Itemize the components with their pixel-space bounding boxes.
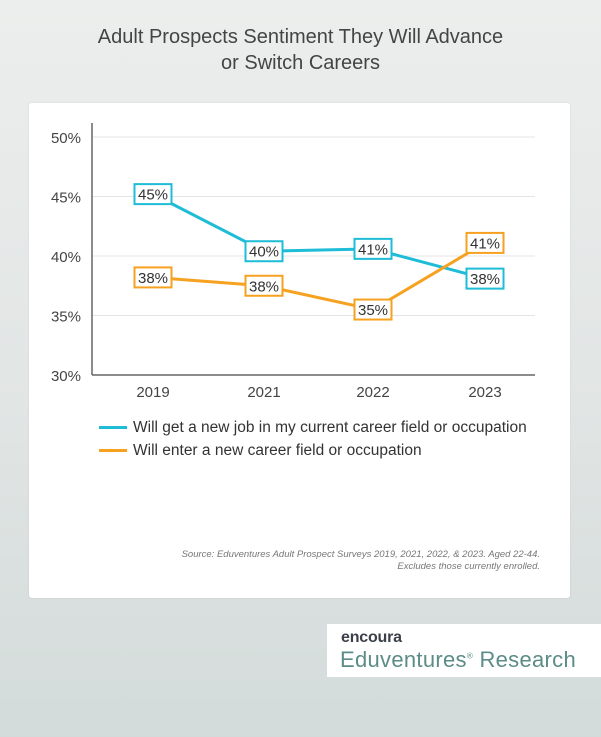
- data-label-box: [244, 274, 284, 297]
- source-line-2: Excludes those currently enrolled.: [397, 561, 540, 572]
- x-tick-label: 2022: [356, 384, 389, 401]
- series-line-orange: [152, 241, 486, 312]
- legend-item-orange: Will enter a new career field or occupat…: [99, 439, 527, 462]
- chart-card: 30% 35% 40% 45% 50% 2019 2021 2022 2023 45% 40% 41%…: [29, 103, 570, 598]
- data-label-box: [133, 266, 173, 289]
- data-label: 45%: [138, 187, 168, 204]
- data-label-box: [465, 231, 505, 254]
- chart-title: Adult Prospects Sentiment They Will Adva…: [0, 24, 601, 76]
- logo-brand: encoura: [341, 629, 402, 646]
- data-label-box: [244, 240, 284, 263]
- data-label-box: [353, 237, 393, 260]
- data-label: 35%: [358, 302, 388, 319]
- logo-trademark: ®: [466, 651, 474, 661]
- logo-product: Eduventures® Research: [340, 647, 576, 673]
- y-tick-label: 40%: [51, 249, 81, 266]
- data-label: 40%: [249, 244, 279, 261]
- legend-label-orange: Will enter a new career field or occupat…: [133, 441, 422, 459]
- source-line-1: Source: Eduventures Adult Prospect Surve…: [181, 549, 540, 560]
- data-label: 41%: [358, 241, 388, 258]
- legend-swatch-blue: [99, 426, 127, 429]
- x-tick-label: 2021: [247, 384, 280, 401]
- y-tick-label: 50%: [51, 130, 81, 147]
- data-label-box: [133, 183, 173, 206]
- series-line-blue: [152, 192, 486, 281]
- legend-swatch-orange: [99, 449, 127, 452]
- logo: encoura Eduventures® Research: [327, 624, 601, 677]
- data-label: 38%: [470, 271, 500, 288]
- data-label: 41%: [470, 235, 500, 252]
- legend: Will get a new job in my current career …: [99, 416, 527, 462]
- x-tick-label: 2023: [468, 384, 501, 401]
- x-tick-label: 2019: [136, 384, 169, 401]
- source-note: Source: Eduventures Adult Prospect Surve…: [182, 549, 540, 573]
- legend-item-blue: Will get a new job in my current career …: [99, 416, 527, 439]
- logo-product-suffix: Research: [473, 647, 576, 672]
- line-chart: 30% 35% 40% 45% 50% 2019 2021 2022 2023 45% 40% 41%…: [51, 123, 535, 401]
- y-tick-label: 35%: [51, 309, 81, 326]
- logo-product-name: Eduventures: [340, 647, 467, 672]
- y-tick-label: 45%: [51, 190, 81, 207]
- chart-title-line-1: Adult Prospects Sentiment They Will Adva…: [97, 26, 504, 48]
- data-label: 38%: [138, 270, 168, 287]
- legend-label-blue: Will get a new job in my current career …: [133, 418, 527, 436]
- data-label: 38%: [249, 278, 279, 295]
- data-label-box: [353, 298, 393, 321]
- y-tick-label: 30%: [51, 368, 81, 385]
- data-label-box: [465, 267, 505, 290]
- chart-title-line-2: or Switch Careers: [221, 52, 380, 74]
